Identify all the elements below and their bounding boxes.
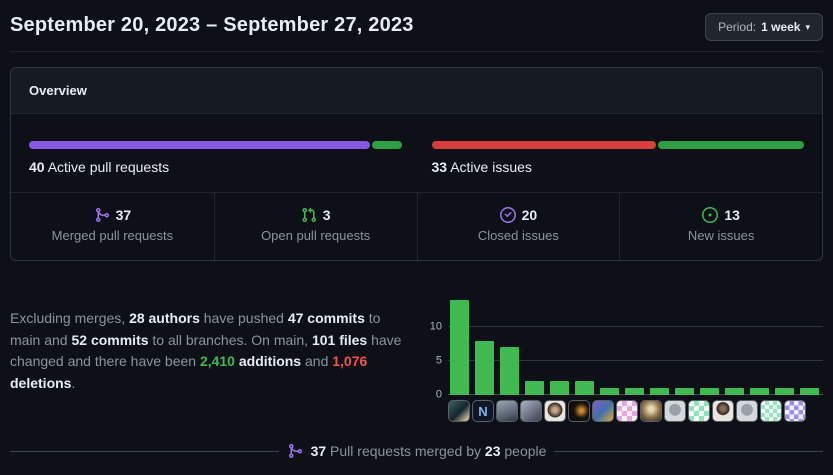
avatar-photo-woman-white-shirt[interactable] [713,401,733,421]
active-pull-requests-column: 40 Active pull requests [29,141,402,175]
gridline-5 [448,360,823,362]
bars-group [450,293,819,395]
commits-bar-chart: 0 5 10 N [422,293,823,421]
issue-closed-icon [499,207,516,223]
commit-bar-avatar-12[interactable] [725,388,744,395]
period-value: 1 week [761,20,801,34]
new-issues-segment [658,141,804,149]
avatar-photo-night-glow[interactable] [569,401,589,421]
avatar-identicon-pink[interactable] [617,401,637,421]
stat-label: Merged pull requests [51,228,174,243]
active-issues-column: 33 Active issues [431,141,804,175]
stat-value: 13 [724,207,740,223]
y-axis-tick-0: 0 [435,388,442,401]
commit-bar-avatar-10[interactable] [675,388,694,395]
overview-panel: Overview 40 Active pull requests 33 Acti… [10,67,823,261]
closed-issues-segment [431,141,657,149]
avatar-photo-colorful-hat[interactable] [593,401,613,421]
activity-summary: Excluding merges, 28 authors have pushed… [10,310,402,391]
git-merge-icon [94,207,110,223]
active-pull-requests-label: 40 Active pull requests [29,159,170,175]
stat-label: Open pull requests [261,228,371,243]
avatar-photo-teal-person[interactable] [449,401,469,421]
avatar-identicon-teal-2[interactable] [761,401,781,421]
stat-label: New issues [687,228,755,243]
period-dropdown-button[interactable]: Period: 1 week ▾ [705,13,823,41]
gridline-10 [448,326,823,328]
open-pull-requests-segment [372,141,402,149]
stat-new-issues[interactable]: 13 New issues [619,193,822,260]
stat-value: 37 [115,207,132,223]
commit-bar-avatar-8[interactable] [625,388,644,395]
page-title: September 20, 2023 – September 27, 2023 [10,14,414,36]
avatar-identicon-purple[interactable] [785,401,805,421]
commit-bar-avatar-1[interactable] [450,299,469,395]
avatar-logo-letter-n[interactable]: N [473,401,493,421]
stat-merged-pull-requests[interactable]: 37 Merged pull requests [11,193,214,260]
avatar-identicon-teal-1[interactable] [689,401,709,421]
y-axis-tick-5: 5 [435,354,442,367]
activity-section: Excluding merges, 28 authors have pushed… [10,289,823,421]
commit-bar-avatar-9[interactable] [650,388,669,395]
merged-summary-text: 37 Pull requests merged by 23 people [310,443,547,459]
commit-bar-avatar-3[interactable] [500,347,519,395]
merged-summary-footer: 37 Pull requests merged by 23 people [10,443,823,459]
avatar-row: N [449,401,823,421]
stat-open-pull-requests[interactable]: 3 Open pull requests [213,193,417,260]
avatar-photo-hooded-person[interactable] [521,401,541,421]
merged-pull-requests-segment [29,141,371,149]
commit-bar-avatar-11[interactable] [700,388,719,395]
divider-line-right [554,450,823,452]
commit-bar-avatar-14[interactable] [775,388,794,395]
bar-chart-plot: 0 5 10 [430,293,823,400]
avatar-photo-dark-haired-woman[interactable] [545,401,565,421]
commit-bar-avatar-2[interactable] [475,340,494,395]
stat-value: 3 [322,207,331,223]
avatar-photo-gray-person[interactable] [497,401,517,421]
dropdown-caret-icon: ▾ [805,21,810,32]
issues-progress-bar [431,141,804,149]
commit-bar-avatar-13[interactable] [750,388,769,395]
overview-panel-header: Overview [11,68,822,114]
divider-line-left [10,450,279,452]
stat-closed-issues[interactable]: 20 Closed issues [416,193,620,260]
period-label: Period: [718,20,757,34]
stat-label: Closed issues [477,228,559,243]
overview-bars-row: 40 Active pull requests 33 Active issues [11,114,822,192]
pull-requests-progress-bar [29,141,402,149]
git-pull-request-icon [301,207,317,223]
git-merge-icon [287,443,303,459]
commit-bar-avatar-5[interactable] [550,381,569,395]
stat-value: 20 [521,207,538,223]
avatar-photo-bright-figure[interactable] [641,401,661,421]
avatar-octocat-default-1[interactable] [665,401,685,421]
commit-bar-avatar-15[interactable] [800,388,819,395]
y-axis-tick-10: 10 [429,320,442,333]
issue-opened-icon [702,207,719,223]
avatar-octocat-default-2[interactable] [737,401,757,421]
page-header: September 20, 2023 – September 27, 2023 … [10,0,823,52]
overview-stats-row: 37 Merged pull requests 3 Open pull requ… [11,192,822,260]
active-issues-label: 33 Active issues [431,159,532,175]
commit-bar-avatar-7[interactable] [600,388,619,395]
commit-bar-avatar-4[interactable] [525,381,544,395]
commit-bar-avatar-6[interactable] [575,381,594,395]
